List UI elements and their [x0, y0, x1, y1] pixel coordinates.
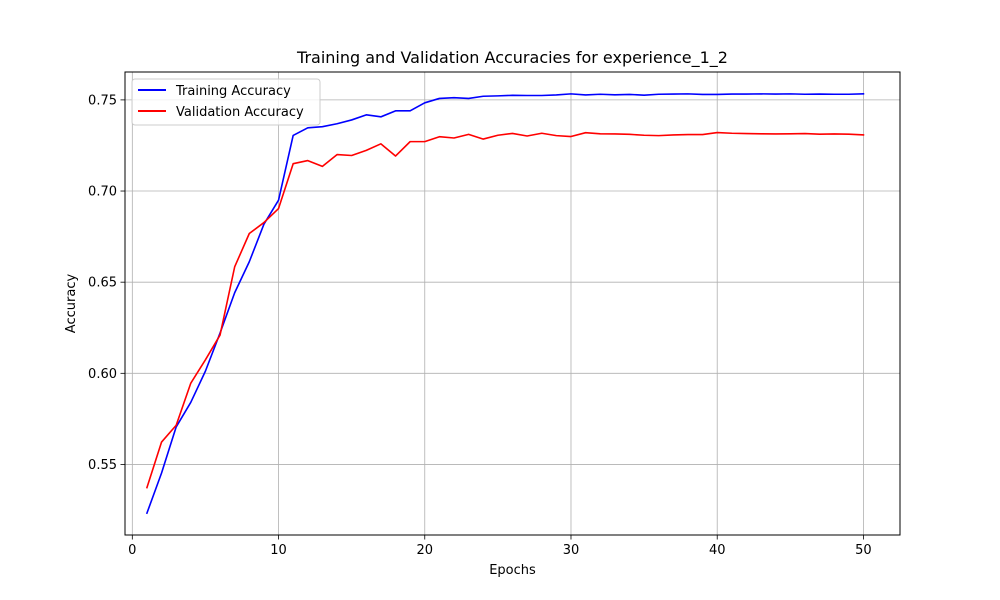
y-tick-label: 0.70: [88, 185, 117, 200]
x-tick-label: 40: [709, 543, 726, 558]
gridlines: [125, 72, 900, 535]
x-tick-label: 30: [563, 543, 580, 558]
x-axis-label: Epochs: [489, 563, 536, 578]
x-tick-label: 10: [270, 543, 287, 558]
legend-label-training: Training Accuracy: [175, 84, 291, 99]
plot-area-frame: [124, 71, 901, 536]
x-tick-label: 20: [416, 543, 433, 558]
chart-title: Training and Validation Accuracies for e…: [296, 48, 728, 68]
legend: Training Accuracy Validation Accuracy: [131, 78, 321, 126]
y-axis-label: Accuracy: [64, 274, 79, 334]
y-tick-label: 0.60: [88, 367, 117, 382]
x-tick-label: 0: [128, 543, 136, 558]
legend-label-validation: Validation Accuracy: [176, 105, 304, 120]
series-lines: [145, 93, 865, 515]
y-tick-label: 0.75: [88, 93, 117, 108]
y-axis-ticks: 0.55 0.60 0.65 0.70 0.75: [88, 93, 125, 473]
legend-box: [131, 78, 321, 126]
validation-accuracy-line: [145, 131, 865, 489]
y-tick-label: 0.55: [88, 458, 117, 473]
x-axis-ticks: 0 10 20 30 40 50: [128, 535, 872, 558]
x-tick-label: 50: [855, 543, 872, 558]
y-tick-label: 0.65: [88, 276, 117, 291]
